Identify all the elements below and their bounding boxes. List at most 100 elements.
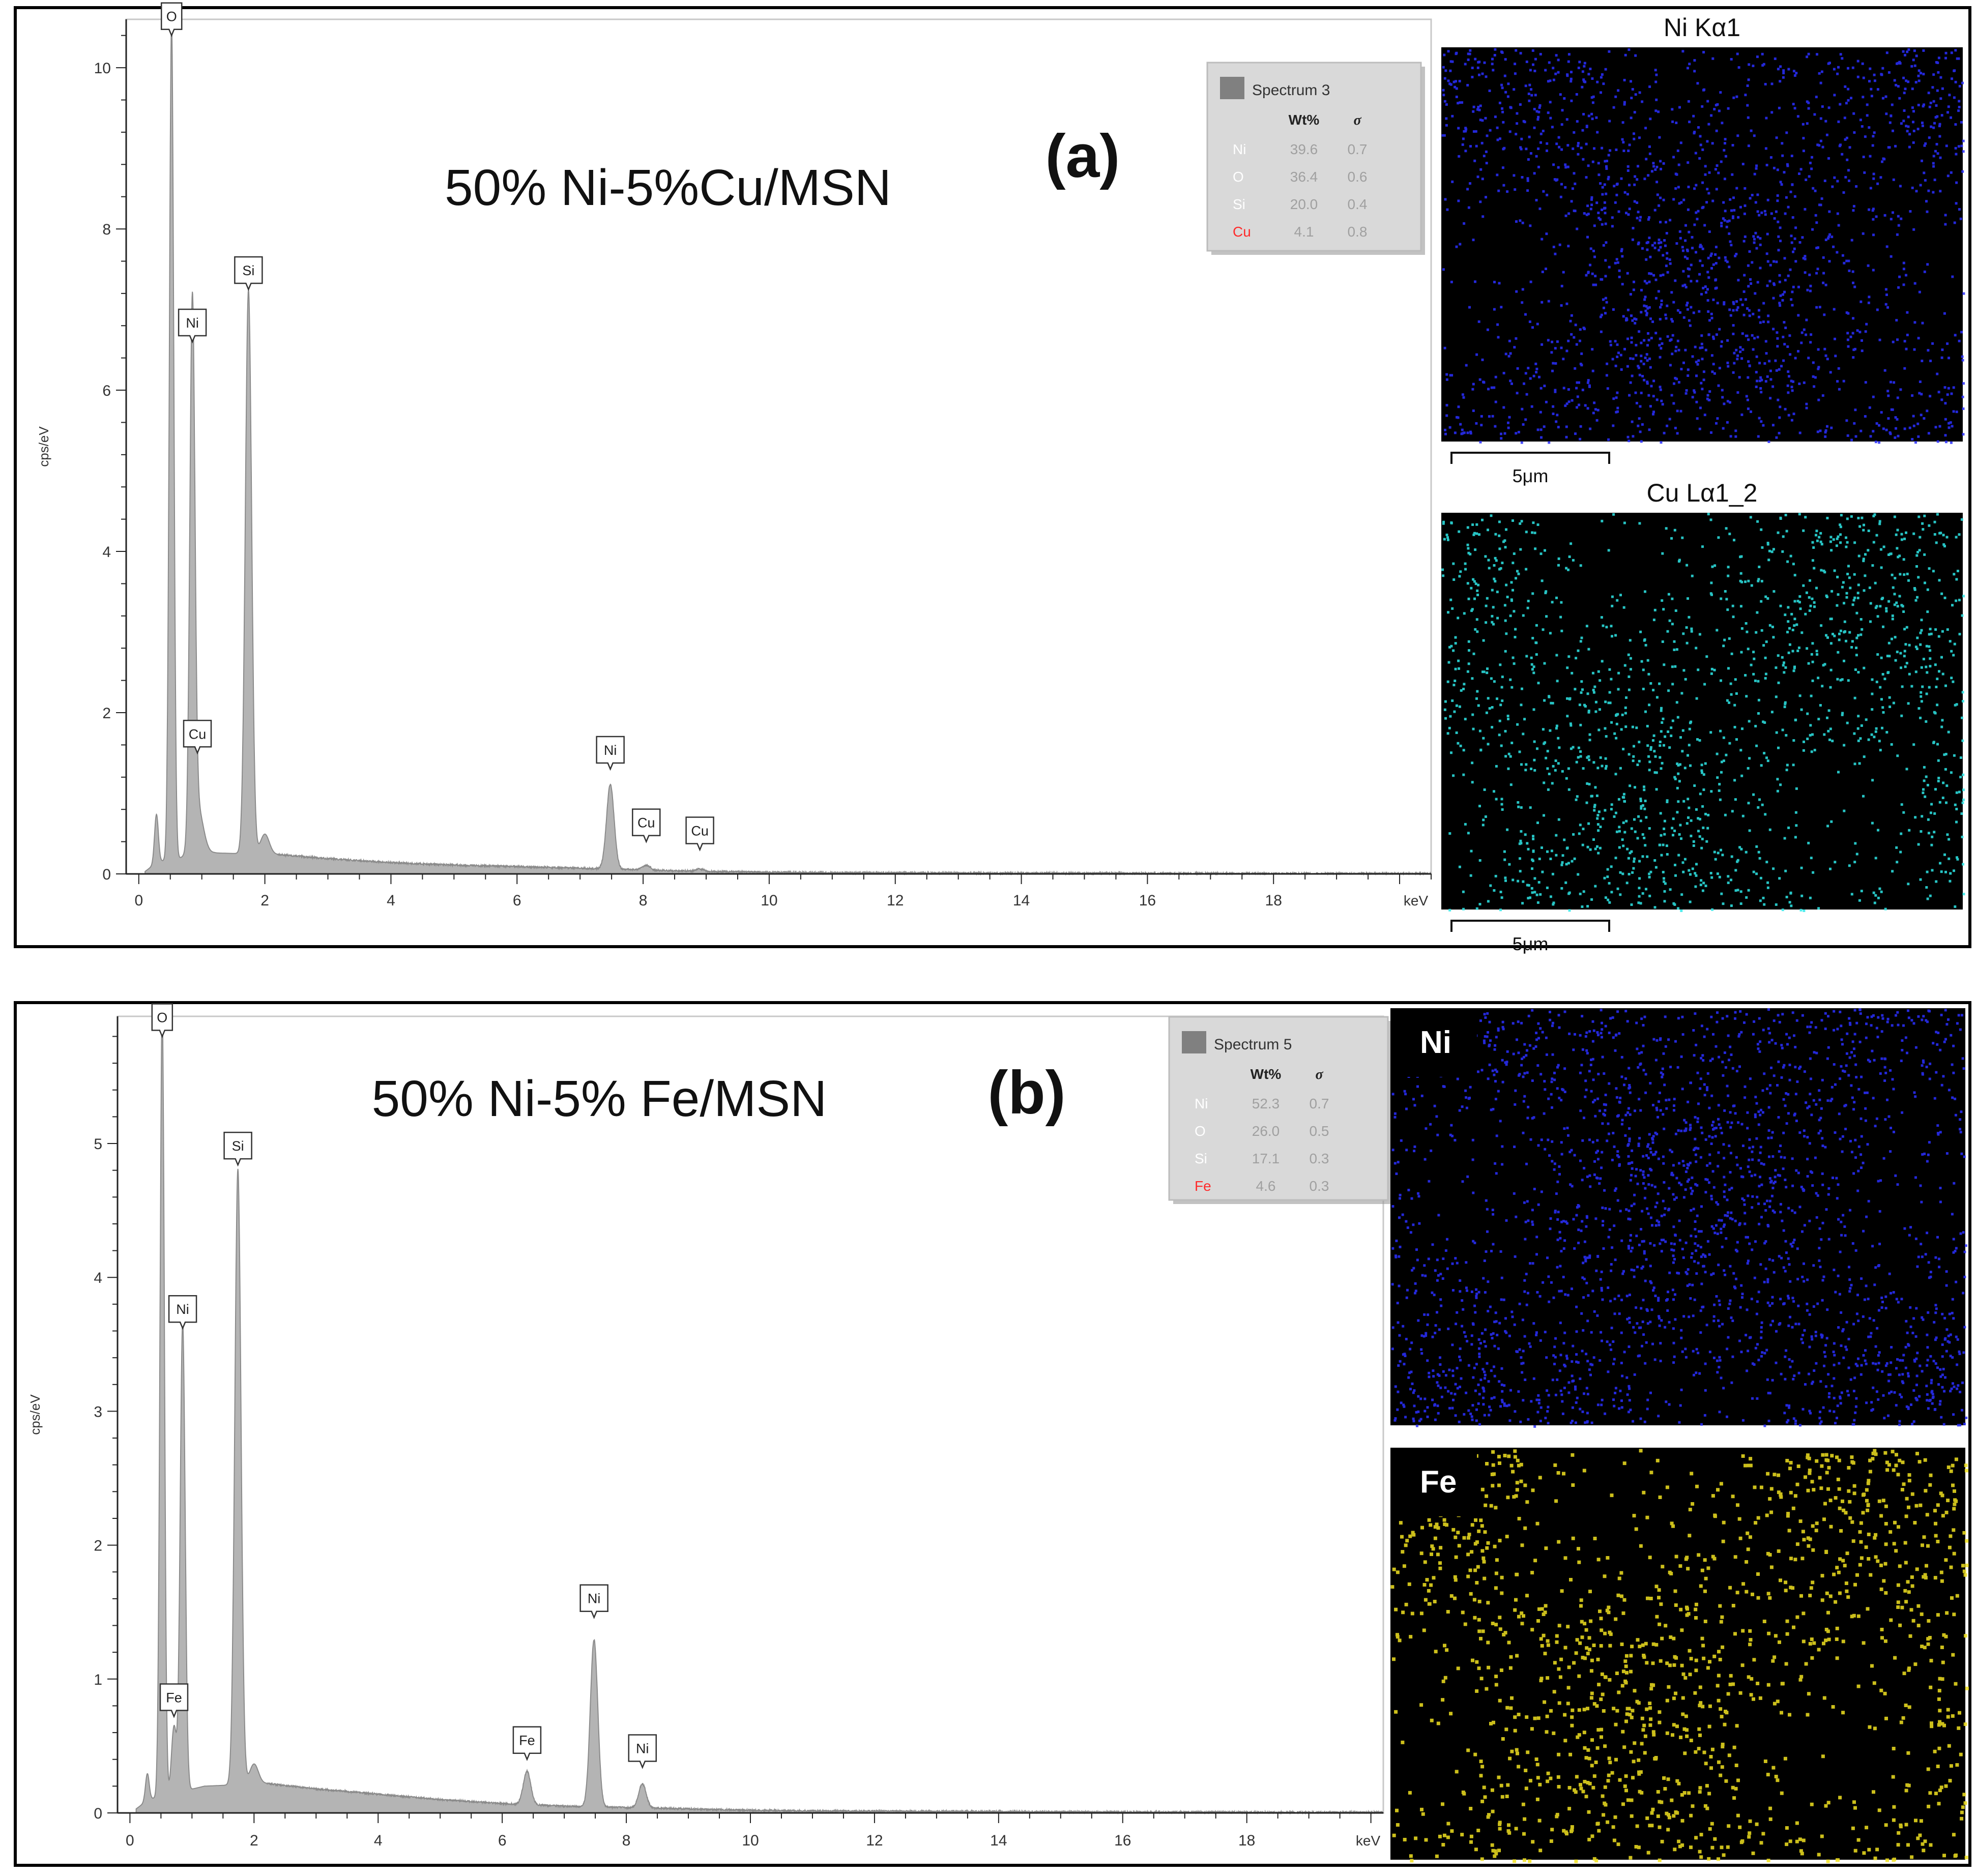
legend: Spectrum 5 Wt% σ Ni 52.3 0.7 O 26.0 0.5 Si 17.1 0.3… — [1168, 1016, 1392, 1204]
peak-label-text: Cu — [691, 823, 709, 838]
x-tick-label: 6 — [498, 1832, 507, 1849]
y-tick-label: 0 — [102, 866, 111, 883]
peak-label-box — [628, 1734, 657, 1769]
peak-label-text: Ni — [636, 1741, 649, 1756]
y-tick-label: 8 — [102, 221, 111, 238]
legend-row-sigma: 0.4 — [1348, 196, 1368, 212]
x-tick-label: 12 — [887, 892, 904, 909]
legend-title: Spectrum 5 — [1214, 1036, 1292, 1053]
legend-row-wt: 52.3 — [1252, 1096, 1280, 1111]
x-tick-label: 10 — [761, 892, 777, 909]
y-tick-label: 2 — [94, 1538, 102, 1555]
peak-label: O — [151, 1003, 173, 1038]
legend-row-sigma: 0.5 — [1310, 1123, 1329, 1139]
peak-label-box — [178, 308, 207, 344]
x-tick-label: 2 — [260, 892, 269, 909]
y-tick-label: 3 — [94, 1403, 102, 1420]
map-dots — [1390, 1449, 1969, 1863]
x-tick-label: 6 — [513, 892, 521, 909]
legend-row-sigma: 0.7 — [1310, 1096, 1329, 1111]
y-axis-label: cps/eV — [36, 426, 51, 467]
peak-label-box — [183, 720, 212, 755]
peak-label-box — [159, 1683, 189, 1718]
x-tick-label: 16 — [1139, 892, 1156, 909]
peak-label: Fe — [512, 1726, 542, 1761]
x-axis-label: keV — [1404, 893, 1429, 908]
map-title: Fe — [1420, 1464, 1457, 1500]
peak-label-box — [512, 1726, 542, 1761]
y-tick-label: 6 — [102, 383, 111, 399]
map-title-bg — [1390, 1008, 1477, 1077]
scale-bar: 5μm — [1450, 452, 1610, 486]
y-tick-label: 4 — [94, 1270, 102, 1286]
peak-label: Ni — [628, 1734, 657, 1769]
peak-label-box — [223, 1131, 252, 1167]
legend-row-sigma: 0.7 — [1348, 141, 1368, 157]
peak-label-box — [632, 808, 661, 843]
legend-header-sigma: σ — [1315, 1067, 1323, 1082]
peak-label: Ni — [178, 308, 207, 344]
peak-label-text: Si — [242, 263, 254, 278]
peak-label-text: Ni — [186, 315, 199, 331]
map-title-bg — [1390, 1448, 1477, 1516]
peak-label-text: O — [157, 1010, 167, 1025]
x-tick-label: 10 — [742, 1832, 759, 1849]
peak-label-box — [579, 1584, 608, 1619]
elemental-map: Ni Kα1 — [1441, 13, 1965, 444]
sample-title: 50% Ni-5% Fe/MSN — [372, 1070, 827, 1127]
x-tick-label: 8 — [622, 1832, 631, 1849]
peak-label: Ni — [168, 1295, 197, 1330]
legend-row-sigma: 0.3 — [1310, 1151, 1329, 1166]
map-title: Ni Kα1 — [1664, 13, 1740, 42]
legend-row-wt: 36.4 — [1290, 169, 1318, 185]
x-tick-label: 14 — [990, 1832, 1007, 1849]
legend-row-element: O — [1233, 169, 1244, 185]
legend-header-wt: Wt% — [1289, 112, 1320, 128]
legend-row-sigma: 0.6 — [1348, 169, 1368, 185]
legend-row-element: Cu — [1233, 224, 1251, 240]
peak-label-text: Ni — [604, 743, 617, 758]
y-tick-label: 1 — [94, 1672, 102, 1688]
sample-title: 50% Ni-5%Cu/MSN — [445, 159, 891, 216]
peak-label-box — [168, 1295, 197, 1330]
x-tick-label: 4 — [374, 1832, 383, 1849]
y-tick-label: 4 — [102, 544, 111, 561]
map-title: Cu Lα1_2 — [1647, 479, 1758, 507]
legend-header-wt: Wt% — [1251, 1066, 1282, 1082]
map-dots — [1441, 48, 1965, 444]
panel-label: (b) — [987, 1059, 1065, 1127]
legend-row-sigma: 0.3 — [1310, 1178, 1329, 1194]
x-tick-label: 0 — [126, 1832, 134, 1849]
scale-bar-label: 5μm — [1513, 465, 1549, 486]
panel-a-figure: 0 2 4 6 8 10 12 14 16 18 keV 0 2 4 6 8 10 cps/eV O Ni Si Cu Ni… — [36, 2, 1965, 954]
x-tick-label: 18 — [1238, 1832, 1255, 1849]
peak-label-text: Si — [232, 1138, 244, 1154]
legend-header-sigma: σ — [1353, 112, 1361, 128]
y-tick-label: 0 — [94, 1805, 102, 1822]
peak-label-box — [151, 1003, 173, 1038]
x-tick-label: 18 — [1265, 892, 1282, 909]
peak-label: Si — [234, 256, 263, 291]
legend-row-element: O — [1195, 1123, 1206, 1139]
x-tick-label: 2 — [250, 1832, 258, 1849]
elemental-map: Cu Lα1_2 — [1441, 479, 1965, 912]
peak-label: O — [160, 2, 183, 37]
y-axis-label: cps/eV — [27, 1394, 43, 1435]
peak-label-text: Ni — [176, 1302, 189, 1317]
peak-label-box — [685, 816, 714, 852]
x-tick-label: 8 — [639, 892, 648, 909]
peak-label: Ni — [579, 1584, 608, 1619]
panel-label: (a) — [1045, 122, 1120, 190]
legend-title: Spectrum 3 — [1252, 82, 1330, 99]
map-title: Ni — [1420, 1025, 1451, 1060]
map-background — [1390, 1448, 1965, 1860]
x-tick-label: 0 — [134, 892, 143, 909]
peak-label: Fe — [159, 1683, 189, 1718]
y-tick-label: 2 — [102, 705, 111, 722]
x-tick-label: 12 — [866, 1832, 883, 1849]
x-axis-label: keV — [1356, 1833, 1381, 1849]
legend-row-element: Si — [1195, 1151, 1207, 1166]
scale-bar-label: 5μm — [1513, 933, 1549, 954]
map-dots — [1390, 1008, 1968, 1428]
legend-row-element: Si — [1233, 196, 1245, 212]
